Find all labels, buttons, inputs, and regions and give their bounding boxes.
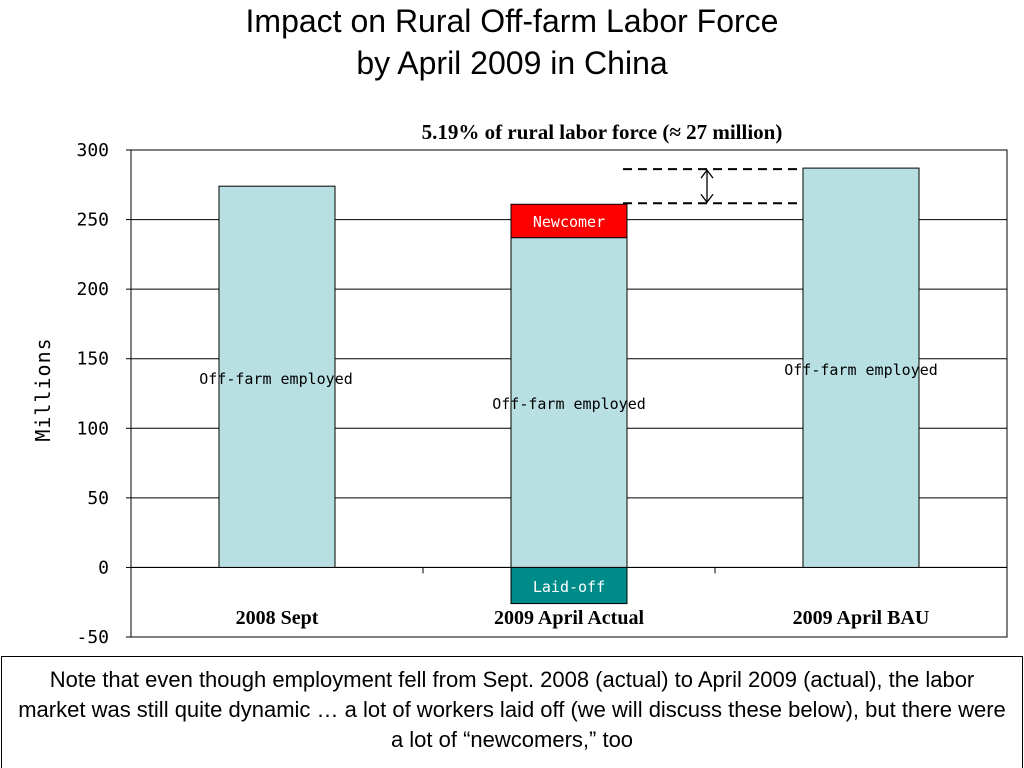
segment-label: Laid-off — [533, 578, 605, 596]
category-label: 2008 Sept — [236, 607, 319, 629]
annotation-arrow-head-down — [700, 193, 714, 204]
segment-label: Newcomer — [533, 213, 605, 231]
annotation-arrow-head-up — [700, 169, 714, 179]
y-tick-label: 150 — [76, 349, 109, 370]
y-tick-label: 0 — [98, 557, 109, 578]
y-tick-label: 50 — [87, 488, 109, 509]
title-line-1: Impact on Rural Off-farm Labor Force — [245, 3, 779, 39]
annotation-label: 5.19% of rural labor force (≈ 27 million… — [422, 120, 783, 144]
segment-label: Off-farm employed — [199, 370, 353, 388]
y-tick-label: 300 — [76, 140, 109, 161]
title-line-2: by April 2009 in China — [356, 45, 668, 81]
bar-laid-off-1 — [510, 566, 628, 605]
category-label: 2009 April BAU — [793, 607, 930, 629]
y-tick-label: 250 — [76, 210, 109, 231]
category-label: 2009 April Actual — [494, 607, 644, 629]
bar-off-farm-employed-1 — [510, 237, 628, 568]
y-tick-label: 100 — [76, 418, 109, 439]
segment-label: Off-farm employed — [492, 395, 646, 413]
bar-off-farm-employed-2 — [802, 167, 920, 568]
slide-title: Impact on Rural Off-farm Labor Force by … — [0, 0, 1024, 84]
y-tick-label: -50 — [76, 627, 109, 648]
y-axis-label: Millions — [31, 337, 55, 441]
bar-newcomer-1 — [510, 203, 628, 239]
slide-note: Note that even though employment fell fr… — [1, 656, 1023, 768]
stacked-bar-chart: -50 0 50 100 150 200 250 300 Millions Off-farm em… — [31, 120, 1008, 648]
bar-off-farm-employed-0 — [218, 185, 336, 568]
segment-label: Off-farm employed — [784, 361, 938, 379]
y-tick-label: 200 — [76, 279, 109, 300]
